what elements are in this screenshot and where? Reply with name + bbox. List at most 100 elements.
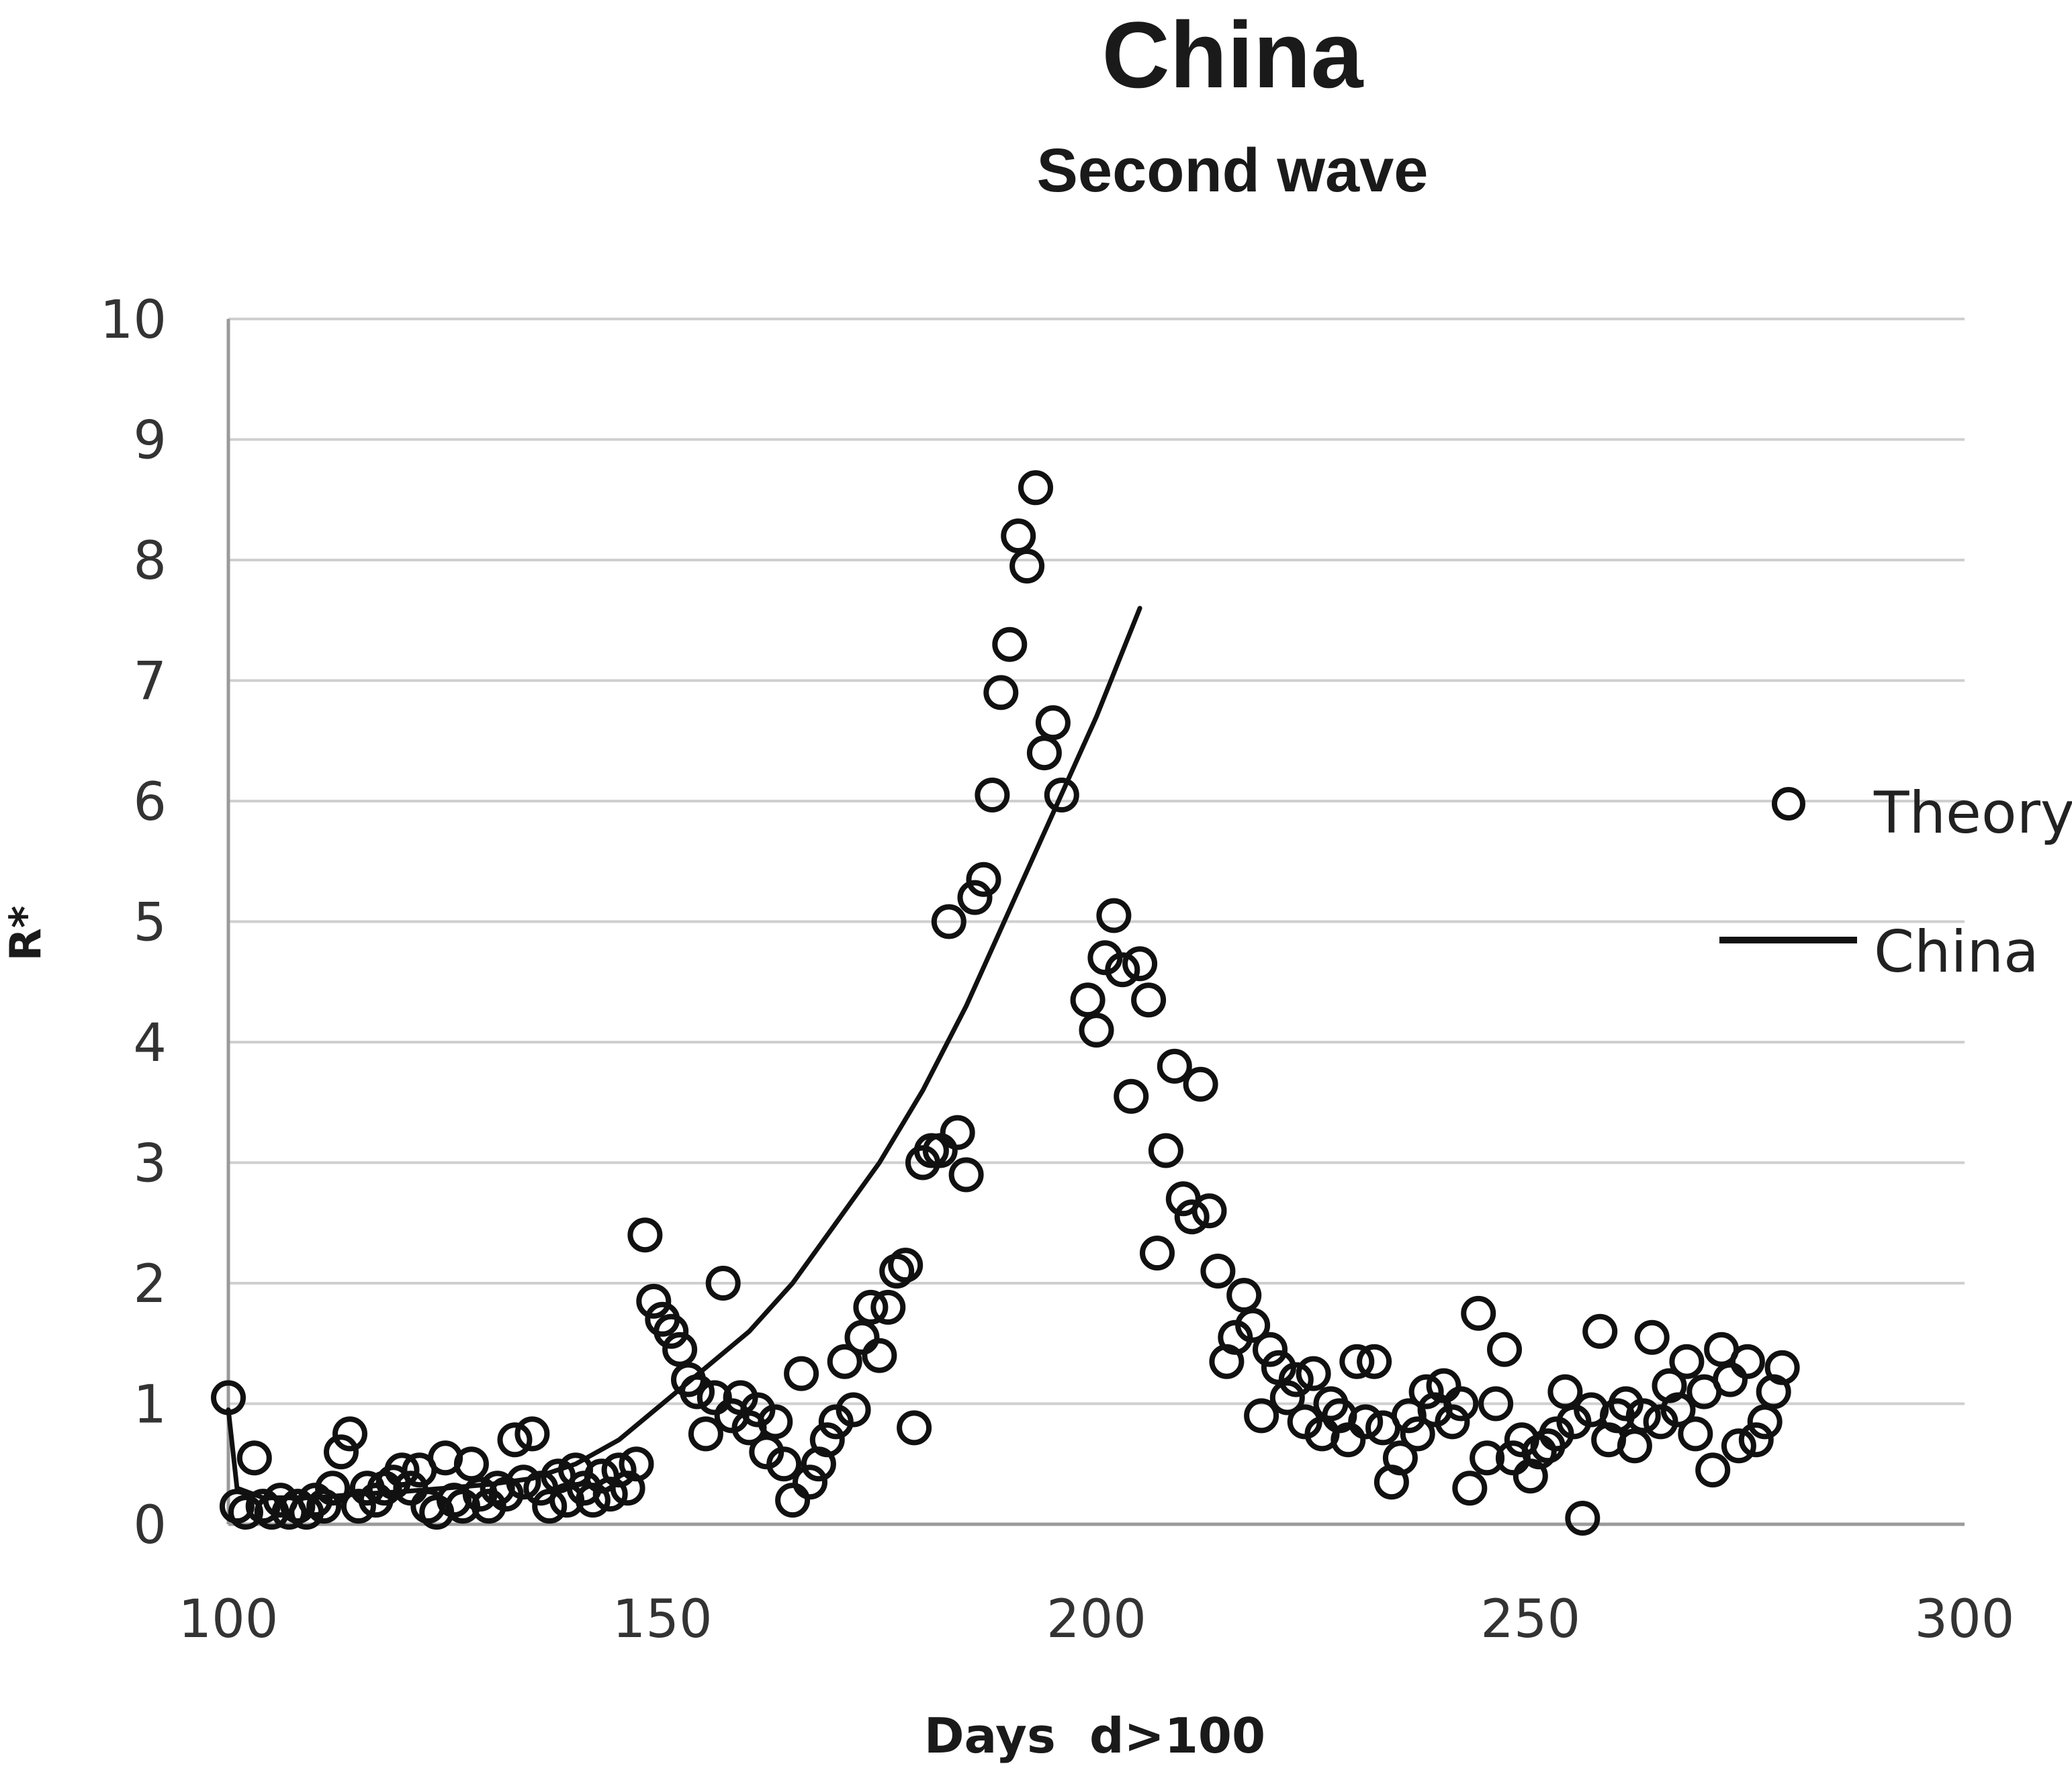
y-axis-label: R* [1,906,51,962]
theory-point [1070,982,1106,1018]
x-tick-label: 250 [1480,1589,1580,1650]
x-axis-label: Days d>100 [924,1708,1265,1764]
y-tick-label: 3 [133,1134,167,1195]
theory-point [897,1410,932,1446]
theory-point [332,1416,367,1452]
theory-point [975,778,1010,812]
theory-point [1131,982,1167,1018]
x-tick-label: 300 [1915,1589,2015,1650]
y-tick-label: 5 [133,893,167,953]
theory-point [1408,1374,1444,1409]
theory-point [1634,1319,1670,1355]
theory-point [1114,1078,1149,1114]
chart-title: China [1102,2,1364,107]
theory-point [1018,470,1053,506]
y-tick-label: 6 [133,772,167,833]
theory-point [1009,549,1045,584]
x-tick-labels: 100 150 200 250 300 [179,1589,2015,1650]
theory-point [940,1115,975,1150]
theory-point [1174,1199,1210,1235]
theory-point [1443,1386,1479,1422]
theory-point [393,1471,429,1506]
theory-point [870,1289,906,1325]
y-tick-label: 1 [133,1375,167,1436]
theory-point [948,1157,984,1193]
theory-point [809,1422,845,1458]
theory-point [992,626,1028,662]
theory-point [1400,1416,1435,1452]
theory-point [966,862,1001,897]
theory-point [1729,1344,1765,1379]
theory-point [532,1489,568,1524]
theory-point [619,1446,654,1482]
theory-point [1426,1368,1461,1403]
theory-point [983,675,1019,710]
y-tick-label: 4 [133,1013,167,1074]
theory-point [1357,1344,1392,1379]
y-tick-label: 10 [100,290,167,351]
theory-point [766,1446,802,1482]
theory-point [1678,1416,1713,1452]
theory-point [1035,705,1071,741]
theory-point [506,1464,541,1500]
x-tick-label: 150 [613,1589,713,1650]
theory-point [1738,1422,1774,1458]
theory-point [957,880,993,915]
theory-point [636,1283,672,1319]
theory-point [1235,1307,1271,1343]
theory-point [1461,1295,1496,1331]
legend: Theory China [1719,780,2072,986]
theory-point [1565,1501,1601,1536]
theory-point [1764,1350,1800,1385]
theory-point [1331,1422,1366,1458]
theory-point [654,1313,689,1349]
theory-point [1001,518,1036,554]
theory-point [1582,1313,1618,1349]
y-tick-label: 0 [133,1495,167,1556]
theory-point [236,1440,272,1476]
theory-point [1747,1404,1783,1440]
theory-point [341,1489,376,1524]
theory-point [862,1338,897,1373]
chart-subtitle: Second wave [1037,136,1429,205]
theory-point [1617,1428,1652,1464]
y-tick-label: 8 [133,531,167,592]
theory-point [627,1217,663,1253]
theory-point [1348,1404,1384,1440]
gridlines [228,318,1965,1405]
theory-point [1669,1344,1705,1379]
theory-point [514,1416,550,1452]
theory-point [1105,952,1140,988]
theory-point [315,1471,351,1506]
y-tick-label: 2 [133,1254,167,1315]
theory-point [775,1483,811,1518]
theory-point [497,1422,533,1458]
theory-point [1695,1452,1731,1488]
theory-point [931,904,966,939]
theory-point [705,1266,741,1301]
x-tick-label: 200 [1046,1589,1146,1650]
theory-point [793,1464,827,1500]
theory-point [1660,1392,1696,1428]
y-tick-label: 9 [133,411,167,471]
theory-point [1452,1471,1488,1506]
theory-point [601,1452,637,1488]
theory-point [306,1489,342,1524]
theory-point [1226,1278,1262,1313]
legend-theory-marker-icon [1772,787,1805,821]
theory-point [758,1404,793,1440]
theory-point [1157,1048,1192,1084]
y-tick-labels: 0 1 2 3 4 5 6 7 8 9 10 [100,290,167,1556]
theory-point [1183,1066,1218,1102]
legend-theory-label: Theory [1873,780,2072,847]
theory-point [1200,1254,1236,1289]
theory-point [384,1452,420,1488]
theory-point [1470,1440,1505,1476]
theory-point [688,1416,723,1452]
theory-point [1044,778,1079,812]
axes [226,319,1965,1526]
theory-point [784,1356,819,1391]
theory-point [1339,1344,1375,1379]
theory-point [228,1495,263,1530]
theory-point [1269,1380,1305,1415]
